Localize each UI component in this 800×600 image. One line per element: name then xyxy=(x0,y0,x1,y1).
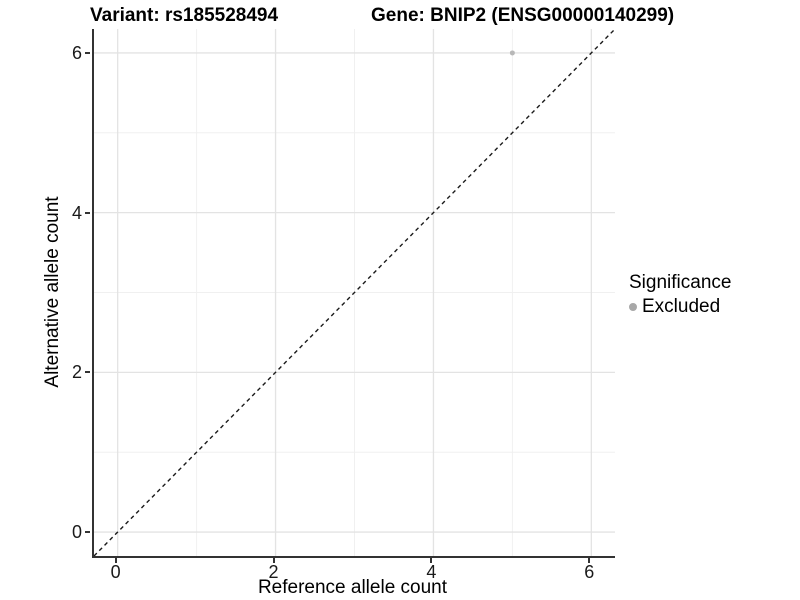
legend-item: Excluded xyxy=(629,296,731,318)
x-tick-mark xyxy=(588,558,591,563)
x-tick-label: 6 xyxy=(584,562,595,582)
legend-item-label: Excluded xyxy=(642,296,721,317)
y-tick-mark xyxy=(85,531,90,534)
plot-title-gene: Gene: BNIP2 (ENSG00000140299) xyxy=(371,5,675,26)
x-tick-label: 4 xyxy=(426,562,437,582)
y-tick-label: 2 xyxy=(71,362,82,383)
legend: Significance Excluded xyxy=(629,272,731,318)
legend-title: Significance xyxy=(629,272,732,293)
x-tick-label: 2 xyxy=(268,562,279,582)
x-axis-title: Reference allele count xyxy=(257,577,448,598)
y-tick-mark xyxy=(85,51,90,54)
data-point xyxy=(509,50,515,56)
plot-title-variant: Variant: rs185528494 xyxy=(90,5,279,26)
y-tick-label: 6 xyxy=(71,42,82,63)
x-tick-mark xyxy=(114,558,117,563)
x-tick-mark xyxy=(430,558,433,563)
y-tick-label: 0 xyxy=(71,522,82,543)
identity-dashed-line xyxy=(94,29,615,556)
plot-panel xyxy=(92,29,615,558)
x-tick-mark xyxy=(272,558,275,563)
legend-point-icon xyxy=(629,303,637,311)
y-tick-label: 4 xyxy=(71,202,82,223)
y-tick-mark xyxy=(85,371,90,374)
x-tick-label: 0 xyxy=(110,562,121,582)
plot-canvas xyxy=(94,29,615,556)
legend-items: Excluded xyxy=(629,296,731,318)
y-tick-mark xyxy=(85,211,90,214)
y-axis-title: Alternative allele count xyxy=(42,196,63,388)
